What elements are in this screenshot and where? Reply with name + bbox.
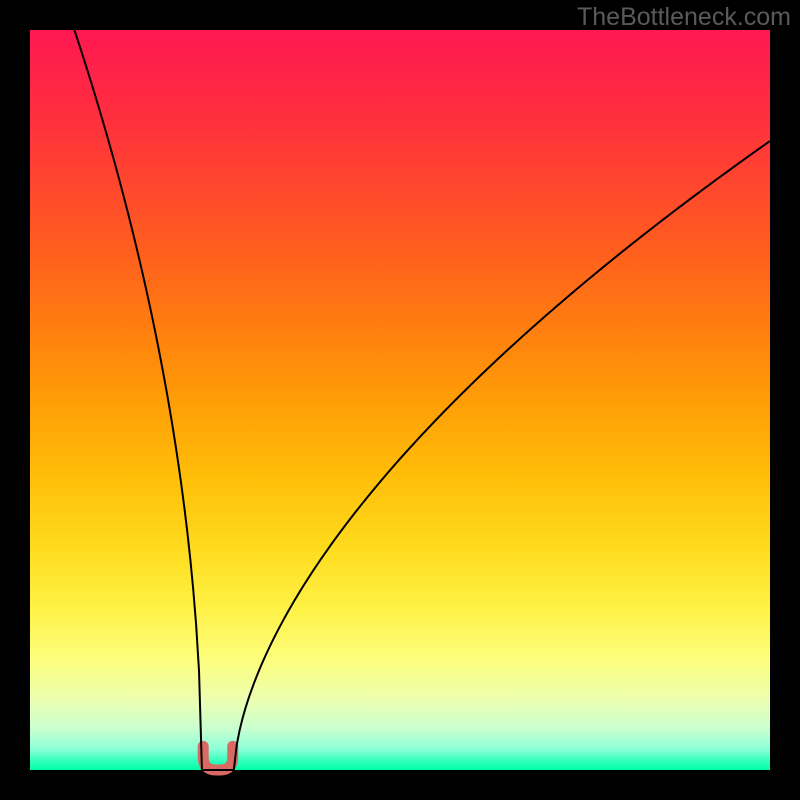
watermark-text: TheBottleneck.com [577,3,791,31]
chart-root: TheBottleneck.com [0,0,800,800]
bottleneck-chart: TheBottleneck.com [0,0,800,800]
plot-background [30,30,770,770]
